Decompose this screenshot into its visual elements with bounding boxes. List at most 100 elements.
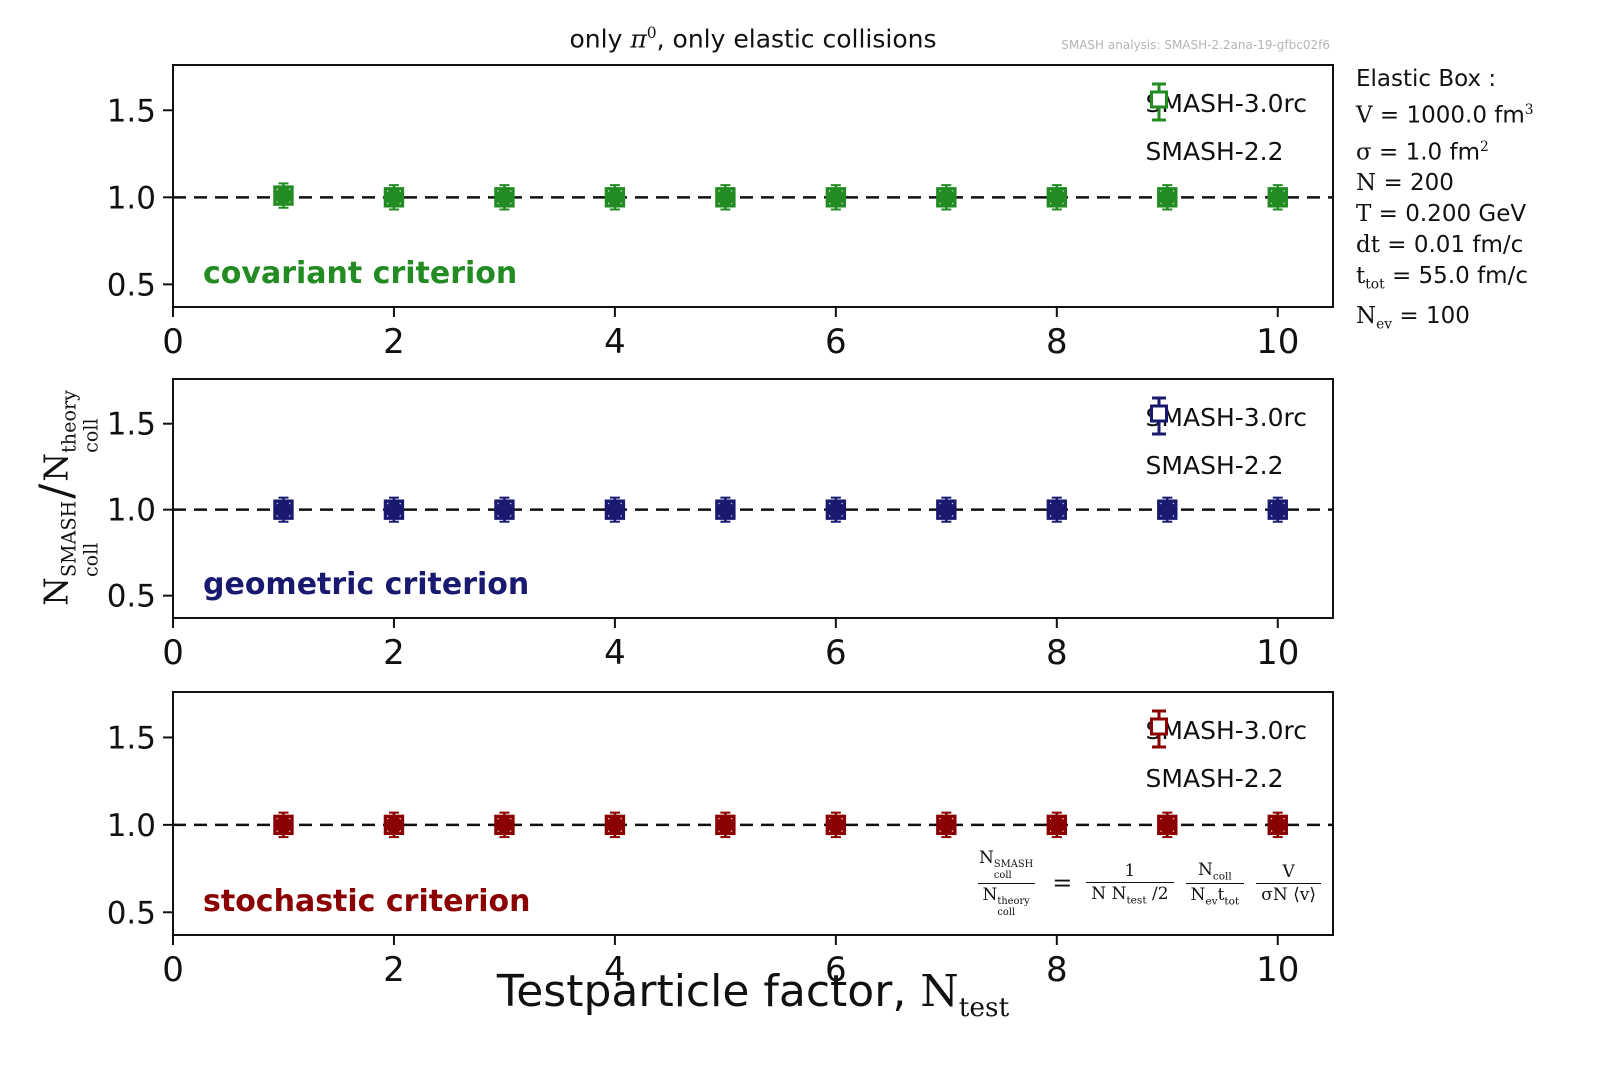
text-fragment: N: [1356, 302, 1377, 329]
data-point-smash-30rc: [1048, 816, 1066, 834]
data-point-smash-30rc: [827, 816, 845, 834]
text-fragment: coll: [1212, 869, 1232, 882]
x-tick-label: 2: [383, 950, 405, 990]
data-point-smash-22: [383, 814, 405, 836]
annotation-line: σ = 1.0 fm2: [1356, 132, 1534, 169]
text-fragment: N: [36, 577, 76, 606]
text-fragment: = 0.01 fm/c: [1387, 232, 1524, 259]
data-point-smash-30rc: [716, 188, 734, 206]
text-fragment: = 55.0 fm/c: [1384, 263, 1528, 290]
text-fragment: 0: [646, 24, 657, 42]
x-tick-label: 10: [1256, 633, 1299, 673]
y-tick-label: 0.5: [107, 267, 156, 303]
text-fragment: SMASH coll: [58, 500, 103, 578]
text-fragment: tot: [1224, 895, 1240, 908]
data-point-smash-22: [1046, 499, 1068, 520]
plot-area-covariant: 0 2 4 6 8 10 0.5 1.0 1.5: [107, 64, 1334, 362]
data-point-smash-22: [604, 814, 626, 836]
data-point-smash-30rc: [606, 816, 624, 834]
annotation-line: T = 0.200 GeV: [1356, 199, 1534, 230]
x-tick-label: 4: [604, 322, 626, 362]
text-fragment: Testparticle factor,: [496, 966, 921, 1017]
x-tick-label: 4: [604, 633, 626, 673]
fraction: Ncoll Nevttot: [1185, 859, 1245, 908]
text-fragment: theory coll: [997, 896, 1030, 919]
legend-label: SMASH-3.0rc: [1145, 715, 1307, 745]
text-fragment: N: [979, 847, 994, 868]
text-fragment: N: [36, 452, 76, 482]
data-point-smash-22: [715, 499, 736, 520]
text-fragment: t: [1356, 263, 1366, 290]
data-point-smash-30rc: [827, 501, 845, 519]
panel-stochastic: 0 2 4 6 8 10 0.5 1.0 1.5 stochastic criterion SM…: [107, 691, 1334, 990]
text-fragment: ev: [1205, 895, 1218, 908]
data-point-smash-22: [604, 187, 626, 208]
plot-area-stochastic: 0 2 4 6 8 10 0.5 1.0 1.5: [107, 691, 1334, 990]
legend-covariant: SMASH-3.0rc SMASH-2.2: [1146, 79, 1307, 175]
y-tick-label: 1.0: [107, 180, 156, 216]
y-tick-label: 1.5: [107, 93, 156, 129]
data-point-smash-30rc: [606, 188, 624, 206]
text-fragment: Elastic Box :: [1356, 66, 1497, 92]
legend-label: SMASH-2.2: [1145, 450, 1284, 480]
data-point-smash-22: [1046, 814, 1068, 836]
text-fragment: theory coll: [58, 390, 103, 453]
x-tick-label: 0: [162, 950, 184, 990]
annotation-line: Nev = 100: [1356, 301, 1534, 341]
data-point-smash-22: [383, 187, 405, 208]
x-tick-label: 4: [604, 950, 626, 990]
text-fragment: 1: [1124, 860, 1136, 881]
data-point-smash-30rc: [274, 187, 292, 205]
text-fragment: σ: [1356, 139, 1380, 166]
annotation-line: dt = 0.01 fm/c: [1356, 230, 1534, 261]
open-square-errorbar-icon: [1149, 709, 1168, 749]
analysis-credit: SMASH analysis: SMASH-2.2ana-19-gfbc02f6: [1061, 38, 1330, 52]
x-tick-label: 8: [1046, 950, 1068, 990]
plot-area-geometric: 0 2 4 6 8 10 0.5 1.0 1.5: [107, 378, 1334, 673]
text-fragment: t: [1217, 884, 1225, 905]
equals-sign: =: [1052, 869, 1073, 898]
data-point-smash-22: [273, 185, 294, 206]
x-tick-label: 0: [162, 633, 184, 673]
data-point-smash-22: [1157, 499, 1178, 520]
data-point-smash-30rc: [385, 188, 403, 206]
annotation-line: ttot = 55.0 fm/c: [1356, 261, 1534, 301]
legend-label: SMASH-2.2: [1145, 136, 1284, 166]
data-point-smash-22: [1267, 499, 1288, 520]
data-point-smash-30rc: [495, 501, 513, 519]
y-tick-label: 1.0: [107, 808, 156, 844]
data-point-smash-22: [936, 187, 957, 208]
data-point-smash-22: [936, 499, 957, 520]
data-point-smash-30rc: [937, 501, 955, 519]
criterion-label-stochastic: stochastic criterion: [203, 884, 531, 919]
text-fragment: /2: [1146, 883, 1169, 904]
data-point-smash-22: [494, 187, 515, 208]
text-fragment: ev: [1376, 316, 1393, 333]
text-fragment: = 100: [1392, 302, 1470, 329]
legend-stochastic: SMASH-3.0rc SMASH-2.2: [1146, 706, 1307, 802]
open-square-errorbar-icon: [1149, 396, 1168, 436]
text-fragment: only: [569, 24, 631, 54]
data-point-smash-30rc: [274, 501, 292, 519]
legend-item-smash-22: SMASH-2.2: [1145, 396, 1307, 489]
legend-item-smash-22: SMASH-2.2: [1146, 709, 1307, 802]
text-fragment: V: [1282, 861, 1295, 882]
x-tick-label: 8: [1046, 322, 1068, 362]
annotation-line: Elastic Box :: [1356, 64, 1534, 95]
data-point-smash-30rc: [1269, 816, 1287, 834]
data-point-smash-30rc: [716, 501, 734, 519]
y-axis-label: N SMASH coll/N theory coll: [31, 390, 103, 606]
data-point-smash-22: [1157, 187, 1178, 208]
legend-item-smash-22: SMASH-2.2: [1145, 82, 1307, 175]
data-point-smash-30rc: [385, 816, 403, 834]
text-fragment: N: [1197, 859, 1213, 880]
data-point-smash-30rc: [495, 188, 513, 206]
data-point-smash-30rc: [495, 816, 513, 834]
text-fragment: 3: [1524, 102, 1534, 118]
y-tick-label: 1.5: [107, 407, 156, 443]
data-point-smash-30rc: [606, 501, 624, 519]
data-point-smash-22: [1046, 187, 1068, 208]
